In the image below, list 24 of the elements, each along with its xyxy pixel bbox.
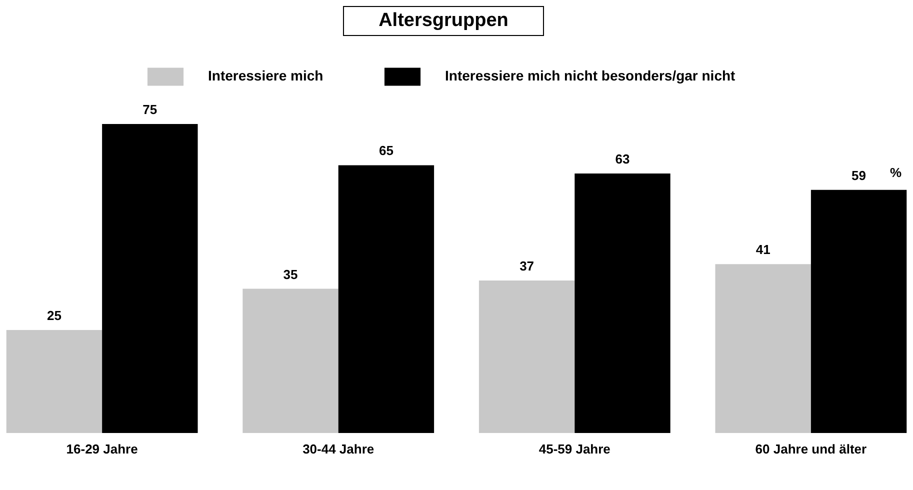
annotation: %: [890, 165, 902, 180]
data-label: 35: [283, 266, 298, 282]
bar: [574, 173, 670, 433]
data-label: 25: [46, 308, 62, 323]
legend-label: Interessiere mich nicht besonders/gar nicht: [445, 68, 736, 84]
data-label: 75: [142, 102, 158, 117]
x-tick-label: 16-29 Jahre: [66, 442, 138, 456]
chart-title: Altersgruppen: [343, 6, 544, 36]
data-label: 65: [378, 143, 394, 158]
x-tick-label: 45-59 Jahre: [538, 442, 610, 456]
bar: [810, 190, 907, 433]
bar: [102, 124, 198, 433]
bar: [338, 165, 434, 433]
legend-label: Interessiere mich: [208, 68, 324, 84]
bar: [6, 330, 102, 433]
x-tick-label: 60 Jahre und älter: [755, 442, 867, 456]
x-tick-label: 30-44 Jahre: [302, 442, 374, 456]
data-label: 37: [520, 258, 534, 274]
bar: [478, 280, 575, 433]
data-label: 63: [615, 151, 630, 166]
data-label: 41: [756, 242, 770, 258]
data-label: 59: [852, 168, 866, 183]
bar: [242, 288, 338, 433]
bar: [715, 264, 811, 433]
